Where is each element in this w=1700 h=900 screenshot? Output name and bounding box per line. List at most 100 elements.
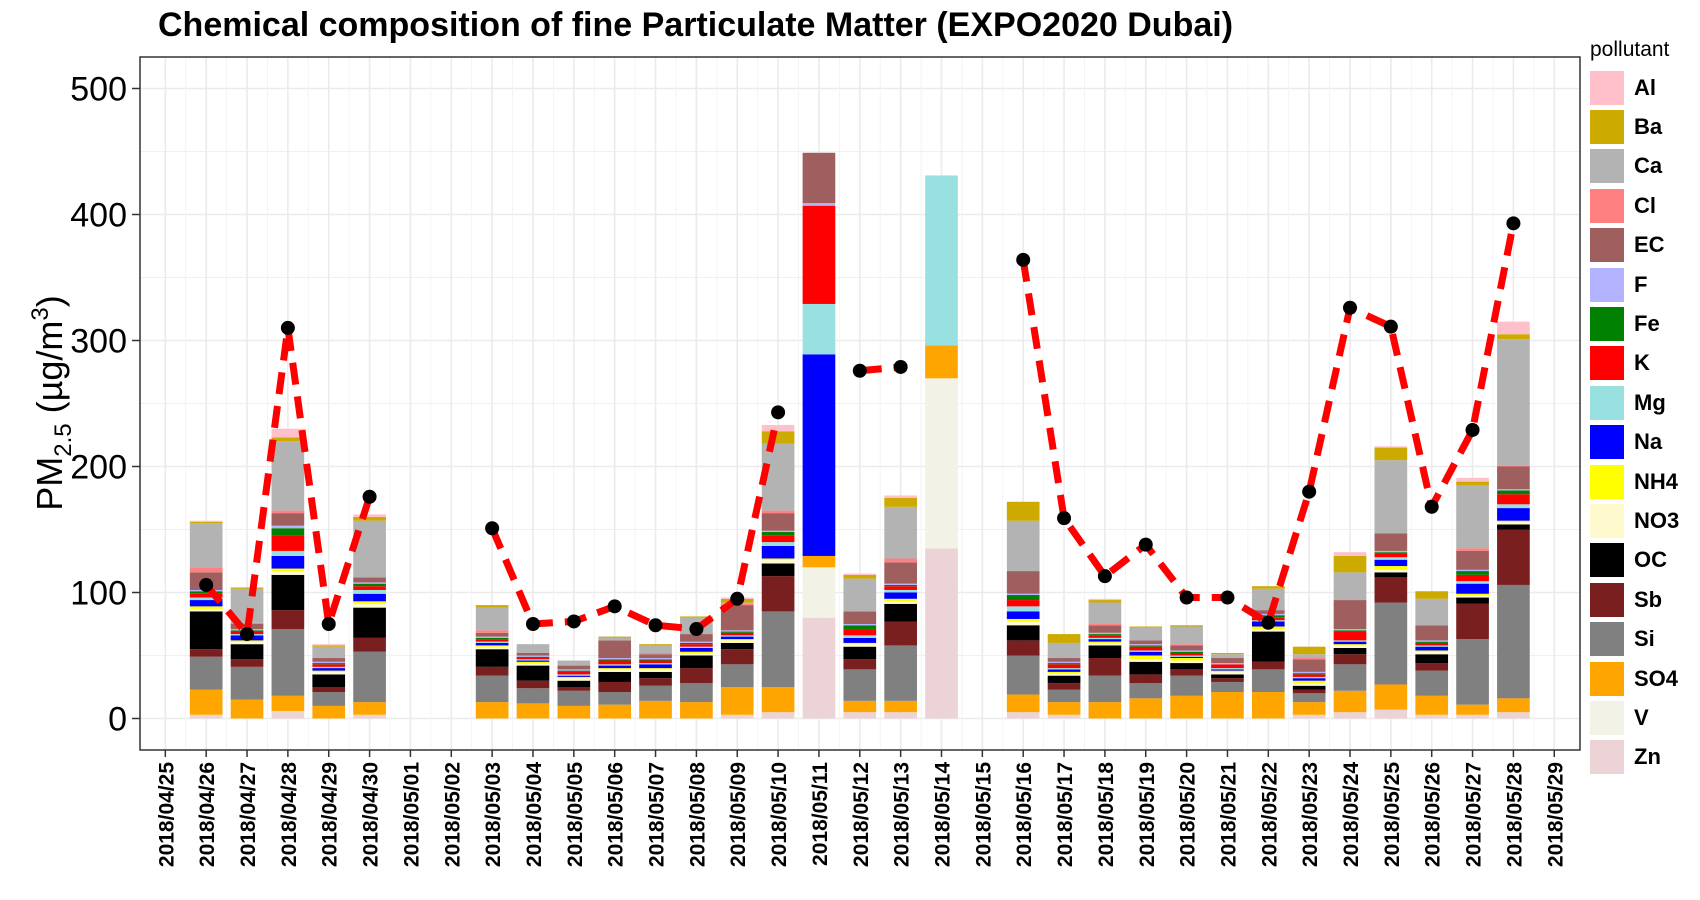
bar-segment-oc bbox=[1088, 645, 1122, 659]
total-point bbox=[1261, 615, 1276, 630]
bar-segment-mg bbox=[680, 646, 713, 648]
bar-segment-fe bbox=[720, 631, 754, 633]
bar-segment-f bbox=[557, 669, 591, 671]
legend-item-mg: Mg bbox=[1590, 383, 1695, 422]
bar-segment-si bbox=[1129, 683, 1163, 699]
bar-segment-zn bbox=[1292, 714, 1326, 719]
bar-segment-no3 bbox=[1129, 659, 1163, 662]
bar-segment-ca bbox=[843, 578, 877, 612]
bar-segment-na bbox=[1333, 641, 1367, 645]
bar-segment-sb bbox=[1211, 678, 1244, 682]
legend-label: Ba bbox=[1634, 114, 1663, 140]
y-tick-label: 200 bbox=[70, 449, 127, 487]
bar-segment-no3 bbox=[1497, 521, 1530, 525]
total-point bbox=[852, 363, 867, 378]
bar-segment-mg bbox=[1374, 557, 1408, 560]
bar-segment-no3 bbox=[353, 603, 386, 608]
bar-segment-ec bbox=[516, 652, 550, 656]
total-points bbox=[199, 216, 1521, 642]
bar-segment-cl bbox=[639, 652, 672, 655]
bar-segment-ec bbox=[1374, 533, 1408, 551]
bar-segment-k bbox=[1497, 494, 1530, 505]
bar-segment-nh4 bbox=[516, 661, 550, 664]
bar-segment-k bbox=[1374, 553, 1408, 558]
bar-segment-f bbox=[1006, 593, 1040, 596]
bar-segment-cl bbox=[1456, 548, 1489, 551]
bar-segment-sb bbox=[516, 680, 550, 689]
bar-segment-no3 bbox=[1047, 673, 1081, 676]
bar-segment-nh4 bbox=[1006, 618, 1040, 622]
x-tick-label: 2018/05/02 bbox=[441, 762, 464, 867]
bar-segment-no3 bbox=[1088, 642, 1122, 646]
bar-segment-ca bbox=[353, 520, 386, 578]
bar-segment-no3 bbox=[884, 601, 917, 604]
bar-segment-nh4 bbox=[1088, 641, 1122, 643]
bar-segment-zn bbox=[720, 714, 754, 719]
bar-segment-ba bbox=[680, 616, 713, 618]
bar-segment-mg bbox=[353, 589, 386, 594]
bar-segment-fe bbox=[475, 637, 509, 640]
x-tick-label: 2018/05/16 bbox=[1013, 762, 1036, 867]
x-tick-label: 2018/05/23 bbox=[1299, 762, 1322, 867]
bar-segment-so4 bbox=[1211, 692, 1244, 719]
bar-segment-no3 bbox=[1170, 660, 1203, 664]
x-tick-label: 2018/05/26 bbox=[1422, 762, 1445, 867]
bar-segment-no3 bbox=[1006, 621, 1040, 626]
x-tick-label: 2018/05/17 bbox=[1054, 762, 1077, 867]
bar-segment-si bbox=[639, 685, 672, 701]
bar-segment-fe bbox=[1047, 663, 1081, 665]
bar-segment-al bbox=[761, 424, 795, 432]
bar-segment-ca bbox=[1047, 642, 1081, 659]
x-tick-label: 2018/05/20 bbox=[1177, 762, 1200, 867]
bar-segment-k bbox=[639, 660, 672, 664]
total-point bbox=[1302, 484, 1317, 499]
bar-segment-na bbox=[1415, 646, 1449, 651]
bar-segment-fe bbox=[189, 591, 223, 594]
bar-segment-ba bbox=[1170, 625, 1203, 627]
bar-segment-no3 bbox=[720, 640, 754, 643]
bar-segment-nh4 bbox=[1292, 680, 1326, 684]
legend-swatch bbox=[1590, 307, 1624, 342]
bar-segment-f bbox=[353, 582, 386, 584]
bar-segment-ca bbox=[271, 441, 305, 511]
bar-segment-fe bbox=[884, 584, 917, 587]
bar-segment-oc bbox=[598, 671, 632, 682]
bar-segment-al bbox=[353, 514, 386, 517]
bar-segment-ca bbox=[1251, 588, 1285, 611]
bar-segment-mg bbox=[761, 542, 795, 546]
bar-segment-k bbox=[557, 671, 591, 675]
bar-segment-ca bbox=[1333, 572, 1367, 601]
bar-segment-sb bbox=[230, 659, 264, 667]
legend-swatch bbox=[1590, 503, 1624, 538]
total-point bbox=[240, 627, 255, 642]
bar-segment-f bbox=[516, 655, 550, 657]
bar-segment-si bbox=[761, 611, 795, 687]
bar-segment-oc bbox=[475, 649, 509, 667]
bar-segment-fe bbox=[516, 656, 550, 659]
bar-segment-ec bbox=[680, 634, 713, 642]
bar-segment-sb bbox=[1088, 658, 1122, 676]
bar-segment-mg bbox=[1006, 606, 1040, 612]
bar-segment-na bbox=[1088, 639, 1122, 642]
bar-segment-al bbox=[1333, 552, 1367, 556]
bar-segment-mg bbox=[1088, 637, 1122, 640]
bar-segment-al bbox=[189, 520, 223, 522]
bar-segment-sb bbox=[557, 687, 591, 691]
legend-label: EC bbox=[1634, 232, 1665, 258]
bar-segment-mg bbox=[720, 635, 754, 637]
bar-segment-oc bbox=[1251, 631, 1285, 662]
legend-item-no3: NO3 bbox=[1590, 501, 1695, 540]
bar-segment-fe bbox=[353, 583, 386, 587]
x-tick-label: 2018/05/09 bbox=[727, 762, 750, 867]
bar-segment-na bbox=[761, 545, 795, 559]
bar-segment-no3 bbox=[1415, 651, 1449, 655]
legend-swatch bbox=[1590, 622, 1624, 657]
bar-segment-zn bbox=[1047, 714, 1081, 719]
bar-segment-ec bbox=[271, 513, 305, 526]
bar-segment-f bbox=[1497, 489, 1530, 491]
x-tick-label: 2018/05/19 bbox=[1136, 762, 1159, 867]
bar-segment-na bbox=[843, 637, 877, 643]
legend-label: K bbox=[1634, 350, 1650, 376]
bar-segment-sb bbox=[1292, 689, 1326, 694]
x-tick-label: 2018/04/27 bbox=[237, 762, 260, 867]
